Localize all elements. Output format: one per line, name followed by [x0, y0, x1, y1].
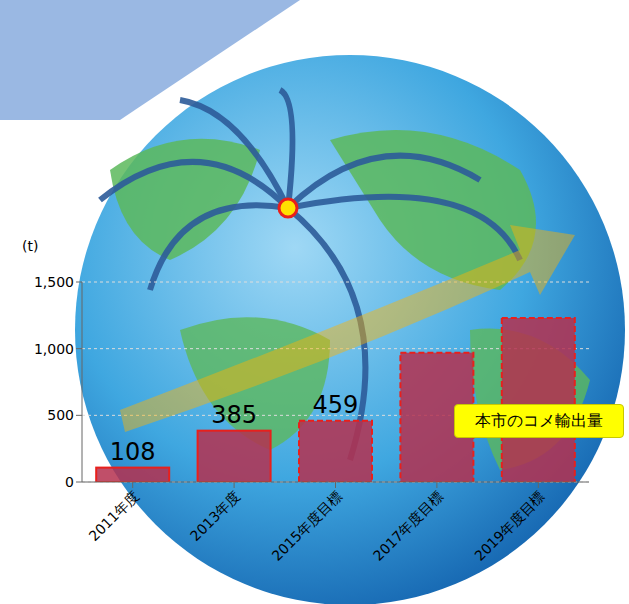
html-text:(t): (t)	[22, 238, 39, 254]
svg-text:2011年度: 2011年度	[86, 488, 142, 544]
svg-text:108: 108	[110, 438, 156, 466]
svg-text:385: 385	[211, 401, 257, 429]
svg-text:0: 0	[65, 474, 74, 490]
html-text:本市のコメ輸出量: 本市のコメ輸出量	[475, 411, 603, 430]
svg-text:2019年度目標: 2019年度目標	[471, 488, 547, 564]
svg-text:2017年度目標: 2017年度目標	[370, 488, 446, 564]
svg-text:1,000: 1,000	[34, 341, 74, 357]
svg-text:500: 500	[47, 407, 74, 423]
svg-text:459: 459	[313, 391, 359, 419]
svg-text:2015年度目標: 2015年度目標	[269, 488, 345, 564]
svg-text:1,500: 1,500	[34, 274, 74, 290]
svg-text:2013年度: 2013年度	[187, 488, 243, 544]
